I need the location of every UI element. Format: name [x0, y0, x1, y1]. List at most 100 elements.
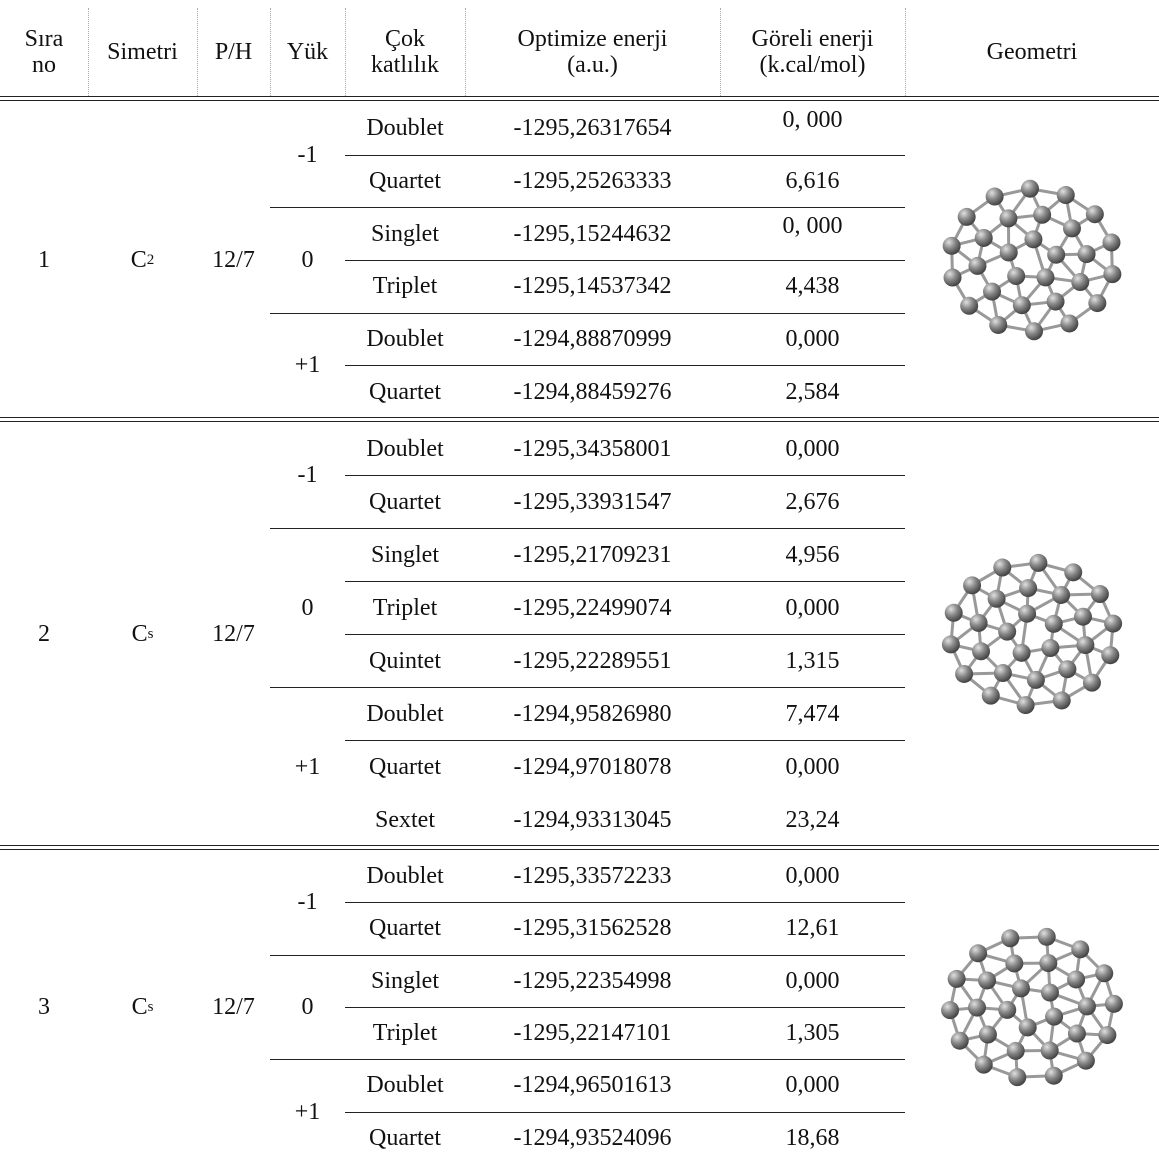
multiplicity: Sextet [345, 793, 465, 846]
optimized-energy: -1294,88870999 [465, 313, 720, 366]
optimized-energy: -1294,88459276 [465, 365, 720, 418]
header-lines: Göreli enerji(k.cal/mol) [752, 26, 874, 78]
header-cell: Yük [270, 8, 345, 96]
charge-text: -1 [298, 142, 318, 168]
charge-text: +1 [295, 754, 321, 780]
optimized-energy-text: -1294,95826980 [514, 701, 672, 727]
charge-text: -1 [298, 889, 318, 915]
header-divider [720, 8, 721, 96]
charge: -1 [270, 422, 345, 528]
optimized-energy: -1294,97018078 [465, 740, 720, 793]
optimized-energy-text: -1295,33931547 [514, 489, 672, 515]
header-cell: Göreli enerji(k.cal/mol) [720, 8, 905, 96]
optimized-energy-text: -1295,21709231 [514, 542, 672, 568]
relative-energy-text: 0,000 [786, 968, 840, 994]
relative-energy-text: 0,000 [786, 1072, 840, 1098]
optimized-energy-text: -1294,97018078 [514, 754, 672, 780]
header-text: Sıra [25, 26, 64, 52]
relative-energy: 18,68 [720, 1112, 905, 1164]
optimized-energy: -1295,34358001 [465, 422, 720, 475]
header-text: Çok [371, 26, 439, 52]
header-divider [197, 8, 198, 96]
multiplicity-text: Quartet [369, 915, 441, 941]
relative-energy-text: 0,000 [786, 863, 840, 889]
header-text: katlılık [371, 52, 439, 78]
optimized-energy: -1295,22499074 [465, 581, 720, 634]
multiplicity-text: Singlet [371, 542, 439, 568]
relative-energy: 1,305 [720, 1007, 905, 1059]
optimized-energy-text: -1294,96501613 [514, 1072, 672, 1098]
symmetry-sub: s [148, 621, 154, 647]
header-text: Simetri [107, 39, 178, 65]
relative-energy: 7,474 [720, 687, 905, 740]
relative-energy: 1,315 [720, 634, 905, 687]
row-number: 2 [0, 422, 88, 846]
multiplicity: Doublet [345, 102, 465, 155]
charge: -1 [270, 102, 345, 207]
optimized-energy: -1294,96501613 [465, 1059, 720, 1111]
charge-text: +1 [295, 352, 321, 378]
multiplicity-text: Quartet [369, 1125, 441, 1151]
optimized-energy-text: -1294,88870999 [514, 326, 672, 352]
header-rule [0, 96, 1159, 101]
multiplicity-text: Doublet [366, 115, 443, 141]
row-number-text: 3 [38, 994, 50, 1020]
relative-energy-text: 0, 000 [783, 213, 843, 239]
relative-energy-text: 4,956 [786, 542, 840, 568]
ph-ratio: 12/7 [197, 850, 270, 1164]
header-text: Yük [287, 39, 328, 65]
relative-energy: 12,61 [720, 902, 905, 954]
multiplicity-text: Triplet [373, 273, 437, 299]
charge-text: 0 [302, 247, 314, 273]
multiplicity: Quartet [345, 740, 465, 793]
ph-ratio-text: 12/7 [212, 621, 255, 647]
optimized-energy-text: -1295,15244632 [514, 221, 672, 247]
relative-energy-text: 0,000 [786, 326, 840, 352]
relative-energy-text: 0,000 [786, 754, 840, 780]
charge: +1 [270, 687, 345, 846]
symmetry-base: C [132, 994, 148, 1020]
header-text: Geometri [987, 39, 1078, 65]
multiplicity: Singlet [345, 207, 465, 260]
header-lines: Simetri [107, 39, 178, 65]
relative-energy-text: 0,000 [786, 595, 840, 621]
header-lines: Yük [287, 39, 328, 65]
multiplicity-text: Doublet [366, 701, 443, 727]
table-page: SıranoSimetriP/HYükÇokkatlılıkOptimize e… [0, 0, 1159, 1164]
relative-energy: 0,000 [720, 581, 905, 634]
optimized-energy-text: -1295,25263333 [514, 168, 672, 194]
relative-energy: 4,438 [720, 260, 905, 313]
relative-energy: 0,000 [720, 850, 905, 902]
relative-energy: 0,000 [720, 1059, 905, 1111]
header-divider [465, 8, 466, 96]
multiplicity: Doublet [345, 687, 465, 740]
row-number: 3 [0, 850, 88, 1164]
relative-energy: 0,000 [720, 955, 905, 1007]
relative-energy: 23,24 [720, 793, 905, 846]
optimized-energy-text: -1295,22147101 [514, 1020, 672, 1046]
optimized-energy: -1294,93313045 [465, 793, 720, 846]
optimized-energy: -1295,21709231 [465, 528, 720, 581]
optimized-energy: -1295,33931547 [465, 475, 720, 528]
multiplicity-text: Doublet [366, 436, 443, 462]
multiplicity: Quintet [345, 634, 465, 687]
header-text: (k.cal/mol) [752, 52, 874, 78]
optimized-energy-text: -1295,26317654 [514, 115, 672, 141]
optimized-energy: -1295,31562528 [465, 902, 720, 954]
relative-energy-text: 0,000 [786, 436, 840, 462]
relative-energy-text: 1,315 [786, 648, 840, 674]
charge: 0 [270, 528, 345, 687]
optimized-energy: -1295,33572233 [465, 850, 720, 902]
optimized-energy: -1295,15244632 [465, 207, 720, 260]
header-text: Göreli enerji [752, 26, 874, 52]
ph-ratio: 12/7 [197, 102, 270, 418]
multiplicity-text: Doublet [366, 1072, 443, 1098]
symmetry: Cs [88, 422, 197, 846]
ph-ratio-text: 12/7 [212, 994, 255, 1020]
header-divider [905, 8, 906, 96]
multiplicity: Doublet [345, 313, 465, 366]
multiplicity-text: Quintet [369, 648, 441, 674]
